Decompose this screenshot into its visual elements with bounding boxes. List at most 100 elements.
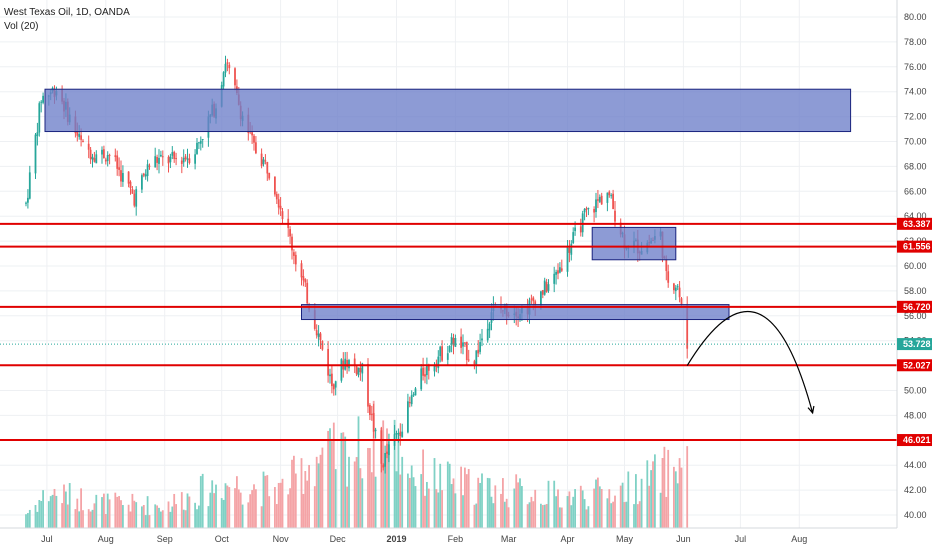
price-tick-label: 64.00 [904, 211, 927, 221]
candle-body [583, 208, 586, 213]
volume-bar [534, 489, 537, 529]
volume-bar [275, 504, 278, 529]
candle-body [372, 413, 375, 432]
price-badge[interactable] [897, 300, 932, 313]
volume-bar [654, 454, 656, 529]
candle-body [437, 356, 440, 369]
volume-bar [572, 496, 575, 529]
zone-rectangle-1[interactable] [44, 88, 852, 133]
candle-body [388, 444, 390, 456]
volume-bar [313, 486, 316, 529]
candle-body [422, 367, 424, 376]
price-axis[interactable]: 80.00 78.00 76.00 74.00 72.00 70.00 68.00 66.00… [896, 0, 932, 550]
volume-bar [327, 430, 329, 529]
volume-bar [640, 478, 643, 529]
volume-bar [25, 514, 27, 529]
time-tick-label: 2019 [386, 534, 406, 544]
volume-bar [260, 506, 263, 529]
zone-rectangle-2[interactable] [591, 226, 677, 261]
candle-body [108, 154, 111, 156]
candle-body [412, 394, 415, 396]
volume-bar [224, 483, 227, 529]
volume-bar [95, 494, 98, 529]
candle-body [348, 360, 350, 369]
volume-bar [198, 505, 200, 529]
price-badge[interactable] [897, 217, 932, 230]
candle-body [465, 341, 468, 361]
volume-bar [266, 475, 269, 529]
candle-body [606, 192, 609, 203]
volume-bar [408, 477, 411, 529]
candle-body [80, 135, 82, 140]
volume-bar [568, 491, 571, 529]
zone-rectangle-3[interactable] [301, 304, 730, 321]
price-tick-label: 80.00 [904, 12, 927, 22]
volume-bar [410, 465, 413, 529]
volume-bar [673, 466, 675, 529]
volume-bar [302, 493, 305, 529]
volume-bar [507, 507, 510, 529]
candle-body [488, 323, 491, 331]
price-badge[interactable] [897, 359, 932, 372]
candle-body [93, 158, 96, 162]
volume-bar [462, 495, 464, 529]
price-badge[interactable] [897, 240, 932, 253]
projection-curve[interactable] [686, 310, 814, 414]
time-axis[interactable]: Jul Aug Sep Oct Nov Dec 2019 Feb Mar Apr May Jun Jul… [0, 527, 897, 550]
candle-body [332, 384, 335, 390]
candle-body [291, 236, 293, 251]
chart-grid [0, 0, 897, 528]
candle-body [530, 298, 533, 300]
candle-body [454, 338, 457, 347]
volume-bar [361, 478, 364, 529]
volume-bar [372, 400, 375, 529]
volume-bar [55, 495, 58, 529]
volume-bar [135, 502, 138, 529]
volume-bar [167, 501, 170, 529]
volume-bar [680, 467, 683, 529]
volume-bar [255, 489, 257, 529]
price-tick-label: 70.00 [904, 137, 927, 147]
price-badge[interactable] [897, 338, 932, 351]
volume-bar [676, 483, 679, 529]
volume-bar [490, 496, 493, 529]
volume-bar [488, 478, 491, 529]
volume-bar [369, 448, 371, 529]
volume-bar [281, 478, 284, 529]
price-badge[interactable] [897, 434, 932, 447]
volume-bar [129, 511, 132, 529]
volume-bar [678, 458, 681, 529]
candle-body [386, 451, 388, 454]
candle-body [89, 149, 92, 160]
price-tick-label: 68.00 [904, 161, 927, 171]
volume-bar [63, 484, 65, 529]
volume-bar [357, 416, 360, 529]
volume-bar [300, 458, 303, 529]
volume-bar [188, 496, 191, 529]
time-tick-label: Oct [215, 534, 230, 544]
candle-body [329, 374, 331, 377]
volume-bar [38, 500, 41, 529]
supply-demand-zones[interactable] [44, 88, 852, 321]
volume-bar [76, 498, 79, 529]
candle-body [427, 364, 430, 371]
candle-body [180, 160, 183, 164]
candle-body [198, 142, 200, 144]
volume-bar [222, 499, 225, 529]
candle-body [579, 226, 582, 233]
candle-body [585, 208, 588, 210]
volume-bar [142, 505, 145, 529]
volume-bar [120, 500, 122, 529]
price-tick-label: 60.00 [904, 261, 927, 271]
projection-arrow[interactable] [686, 310, 815, 415]
candle-body [532, 297, 535, 302]
candle-body [401, 431, 404, 438]
volume-bar [196, 509, 198, 529]
candle-body [76, 131, 79, 136]
volume-bar [475, 503, 478, 529]
volume-bar [454, 493, 457, 529]
candle-body [131, 189, 134, 194]
volume-bar [106, 493, 109, 529]
horizontal-levels[interactable] [0, 222, 897, 442]
